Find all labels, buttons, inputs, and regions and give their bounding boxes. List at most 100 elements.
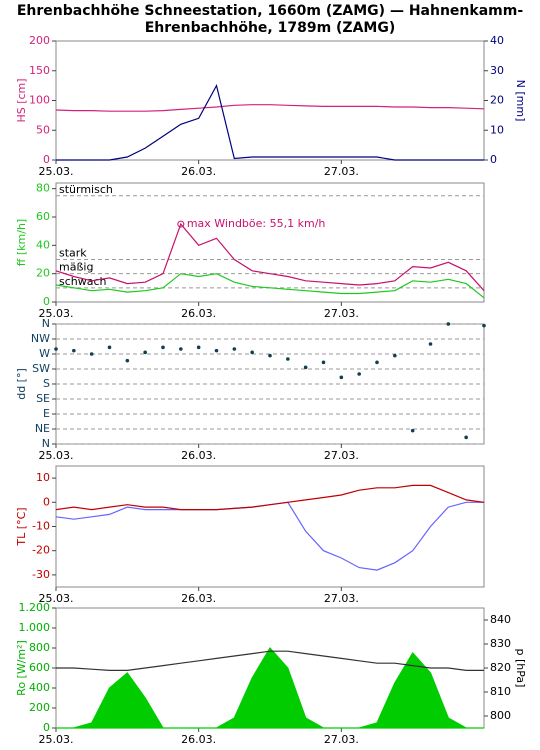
y-tick-label: NE [35, 422, 50, 435]
y-tick-label: -30 [32, 568, 50, 581]
point [143, 350, 147, 355]
y-tick-label: W [39, 347, 50, 360]
y-tick-label: 200 [29, 701, 50, 714]
title-line: Ehrenbachhöhe, 1789m (ZAMG) [145, 20, 396, 36]
y-tick-label: SW [32, 362, 50, 375]
x-tick-label: 27.03. [324, 733, 359, 746]
point [464, 435, 468, 440]
x-tick-label: 25.03. [39, 165, 74, 178]
point [339, 375, 344, 380]
point [393, 353, 397, 358]
point [196, 345, 201, 350]
y-tick-label: 1.200 [19, 601, 51, 614]
y-tick-label: N [42, 437, 50, 450]
area [56, 646, 484, 729]
y-axis-label: HS [cm] [15, 78, 28, 122]
y2-tick-label: 830 [490, 637, 511, 650]
point [161, 345, 165, 350]
line [56, 650, 484, 671]
y2-axis-label: N [mm] [514, 80, 527, 122]
plot-frame [55, 40, 485, 161]
point [232, 347, 237, 351]
y2-tick-label: 840 [490, 613, 511, 626]
level-label: schwach [59, 275, 107, 288]
x-tick-label: 25.03. [39, 592, 74, 605]
x-tick-label: 25.03. [39, 307, 74, 320]
level-label: mäßig [59, 261, 93, 274]
point [250, 350, 254, 355]
line [55, 104, 485, 112]
point [268, 353, 272, 358]
y-tick-label: 400 [29, 681, 50, 694]
y2-axis-label: p [hPa] [514, 649, 527, 688]
point [214, 348, 219, 353]
y-tick-label: 80 [36, 182, 50, 195]
x-tick-label: 27.03. [324, 449, 359, 462]
x-tick-label: 26.03. [181, 592, 216, 605]
point [303, 365, 308, 370]
y-tick-label: -20 [32, 544, 50, 557]
y-tick-label: SE [36, 392, 50, 405]
y-tick-label: 0 [43, 495, 50, 508]
x-tick-label: 25.03. [39, 449, 74, 462]
plot-frame [55, 182, 485, 303]
line [55, 222, 485, 292]
title-line: Ehrenbachhöhe Schneestation, 1660m (ZAMG… [17, 3, 523, 19]
point [179, 347, 183, 351]
y-tick-label: -10 [32, 520, 50, 533]
x-tick-label: 26.03. [181, 307, 216, 320]
point [357, 372, 361, 376]
y-tick-label: E [43, 407, 50, 420]
y-axis-label: dd [°] [15, 368, 28, 400]
y-tick-label: 100 [29, 94, 50, 107]
y-tick-label: NW [31, 332, 50, 345]
point [482, 323, 486, 328]
y-axis-label: ff [km/h] [15, 219, 28, 266]
y-tick-label: 1.000 [19, 621, 51, 634]
line [55, 273, 485, 299]
y-tick-label: 0 [43, 721, 50, 734]
y2-tick-label: 30 [490, 64, 504, 77]
y-axis-label: TL [°C] [15, 507, 28, 546]
y-tick-label: 10 [36, 471, 50, 484]
x-tick-label: 26.03. [181, 733, 216, 746]
y2-tick-label: 820 [490, 661, 511, 674]
plot-frame [55, 465, 485, 588]
level-label: stürmisch [59, 183, 113, 196]
x-tick-label: 27.03. [324, 165, 359, 178]
y2-tick-label: 810 [490, 685, 511, 698]
x-tick-label: 26.03. [181, 449, 216, 462]
y-tick-label: 200 [29, 34, 50, 47]
y-tick-label: 50 [36, 123, 50, 136]
point [54, 347, 58, 351]
point [89, 352, 94, 356]
y2-tick-label: 20 [490, 94, 504, 107]
y-tick-label: 600 [29, 661, 50, 674]
x-tick-label: 26.03. [181, 165, 216, 178]
y2-tick-label: 800 [490, 709, 511, 722]
line [56, 83, 484, 161]
y2-tick-label: 10 [490, 123, 504, 136]
point [410, 428, 415, 433]
y-tick-label: 0 [43, 153, 50, 166]
level-label: stark [59, 247, 87, 260]
y2-tick-label: 40 [490, 34, 504, 47]
point [321, 360, 326, 365]
y-tick-label: 800 [29, 641, 50, 654]
y-tick-label: 40 [36, 238, 50, 251]
point [107, 345, 112, 350]
y-tick-label: 20 [36, 267, 50, 280]
y-axis-label: Ro [W/m²] [15, 640, 28, 696]
point [125, 358, 130, 363]
y-tick-label: 150 [29, 64, 50, 77]
y2-tick-label: 0 [490, 153, 497, 166]
y-tick-label: N [42, 317, 50, 330]
point [428, 342, 433, 346]
annotation: max Windböe: 55,1 km/h [187, 217, 326, 230]
line [55, 484, 485, 511]
point [446, 322, 451, 326]
x-tick-label: 27.03. [324, 307, 359, 320]
x-tick-label: 25.03. [39, 733, 74, 746]
max-marker [177, 220, 185, 228]
point [72, 348, 76, 353]
